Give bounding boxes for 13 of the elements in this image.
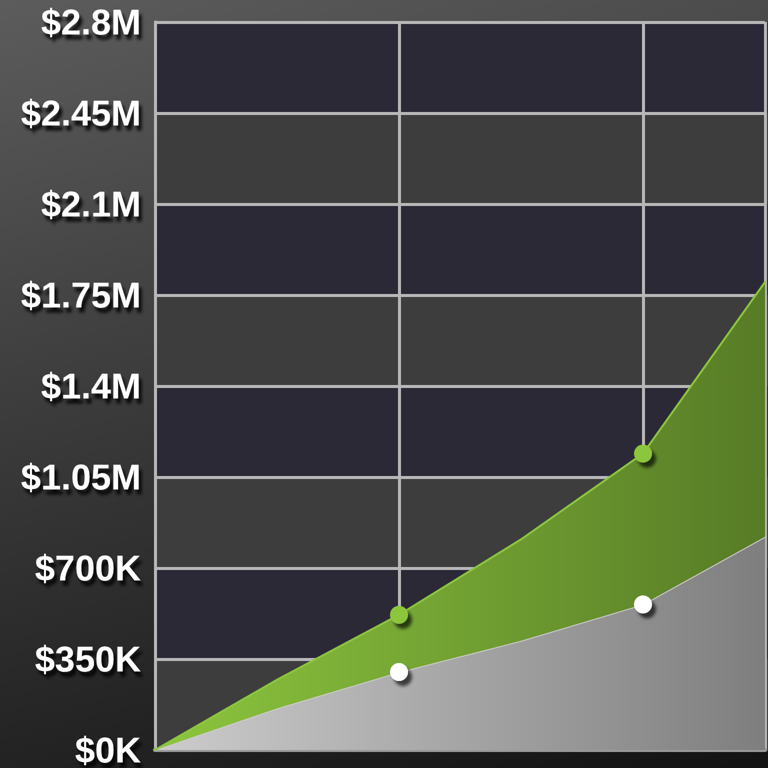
point: [634, 595, 652, 614]
y-tick-label: $2.8M: [40, 2, 141, 42]
y-tick-label: $1.4M: [40, 366, 141, 406]
y-tick-label: $1.05M: [20, 456, 141, 498]
point: [390, 606, 408, 624]
point: [634, 444, 652, 463]
y-tick-label: $0K: [74, 730, 141, 768]
y-tick-label: $350K: [34, 638, 141, 680]
y-tick-label: $2.45M: [20, 92, 141, 134]
y-tick-label: $700K: [34, 548, 141, 588]
y-tick-label: $1.75M: [20, 274, 141, 316]
y-tick-label: $2.1M: [40, 184, 141, 224]
point: [390, 663, 408, 681]
